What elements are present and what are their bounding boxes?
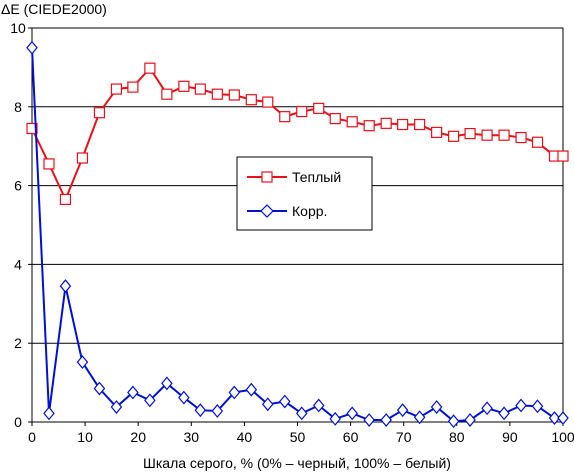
- data-point: [557, 411, 569, 425]
- data-point: [447, 414, 460, 429]
- data-point: [481, 129, 493, 141]
- x-tick-label: 50: [290, 429, 306, 445]
- data-point: [481, 401, 493, 416]
- data-point: [211, 88, 223, 100]
- data-point: [515, 398, 527, 413]
- series-0: [26, 62, 569, 205]
- data-point: [144, 393, 156, 408]
- data-point: [76, 152, 89, 164]
- data-point: [312, 398, 325, 413]
- data-point: [397, 118, 409, 131]
- data-point: [194, 83, 206, 95]
- y-axis: 0 2 4 6 8 10: [10, 20, 32, 430]
- data-point: [161, 88, 173, 100]
- data-point: [194, 403, 207, 418]
- y-tick-label: 0: [14, 414, 22, 430]
- x-tick-label: 20: [130, 429, 146, 445]
- y-tick-label: 8: [14, 99, 22, 115]
- legend-item-warm: Теплый: [247, 169, 341, 185]
- legend-marker-corrected: [260, 204, 274, 218]
- legend-marker-warm: [261, 171, 273, 183]
- x-axis-label: Шкала серого, % (0% – черный, 100% – бел…: [143, 455, 451, 471]
- data-point: [59, 279, 72, 294]
- data-point: [59, 193, 72, 205]
- x-tick-label: 0: [28, 429, 36, 445]
- series-1: [26, 40, 569, 429]
- x-tick-label: 100: [551, 429, 574, 445]
- data-point: [464, 413, 476, 427]
- legend: Теплый Корр.: [236, 156, 373, 231]
- data-point: [498, 406, 510, 421]
- data-point: [313, 102, 325, 114]
- data-point: [178, 80, 190, 92]
- data-point: [245, 382, 258, 397]
- x-tick-label: 60: [343, 429, 359, 445]
- x-tick-label: 80: [449, 429, 465, 445]
- data-point: [431, 126, 443, 139]
- data-point: [464, 127, 476, 140]
- data-point: [413, 410, 426, 425]
- y-tick-label: 10: [10, 20, 26, 36]
- x-tick-label: 30: [184, 429, 200, 445]
- x-tick-label: 70: [396, 429, 412, 445]
- legend-box: [236, 156, 373, 231]
- data-point: [396, 403, 409, 418]
- x-tick-label: 90: [502, 429, 518, 445]
- series-layer: [26, 40, 569, 429]
- data-point: [76, 355, 89, 370]
- data-point: [161, 376, 173, 391]
- data-point: [380, 413, 392, 427]
- data-point: [414, 118, 426, 131]
- y-tick-label: 6: [14, 178, 22, 194]
- data-point: [127, 385, 139, 400]
- data-point: [261, 397, 274, 412]
- data-point: [245, 94, 257, 106]
- data-point: [43, 158, 55, 170]
- data-point: [93, 381, 106, 396]
- data-point: [531, 399, 544, 414]
- data-point: [295, 406, 308, 421]
- data-point: [329, 113, 341, 125]
- x-tick-label: 40: [237, 429, 253, 445]
- data-point: [278, 394, 291, 409]
- legend-item-corrected: Корр.: [247, 203, 327, 219]
- data-point: [144, 62, 156, 74]
- data-point: [26, 40, 38, 55]
- data-point: [515, 131, 527, 144]
- data-point: [448, 130, 460, 142]
- x-axis: 0 10 20 30 40 50 60 70 80 90 100: [28, 422, 574, 445]
- data-point: [346, 406, 358, 421]
- data-point: [110, 83, 123, 95]
- data-point: [498, 129, 510, 141]
- data-point: [329, 411, 341, 426]
- y-tick-label: 2: [14, 335, 22, 351]
- data-point: [363, 413, 375, 427]
- data-point: [228, 385, 241, 400]
- y-axis-label: ΔE (CIEDE2000): [1, 1, 107, 17]
- data-point: [228, 89, 240, 101]
- data-point: [93, 107, 106, 119]
- data-point: [43, 406, 55, 421]
- x-tick-label: 10: [77, 429, 93, 445]
- data-point: [279, 111, 291, 123]
- data-point: [430, 400, 443, 414]
- data-point: [110, 400, 123, 414]
- data-point: [211, 404, 224, 418]
- data-point: [380, 117, 392, 129]
- y-tick-label: 4: [14, 256, 22, 272]
- data-point: [346, 116, 358, 128]
- data-point: [531, 136, 544, 148]
- legend-label-corrected: Корр.: [292, 203, 327, 219]
- legend-label-warm: Теплый: [292, 169, 341, 185]
- data-point: [363, 120, 375, 132]
- data-point: [548, 411, 561, 425]
- data-point: [262, 96, 274, 108]
- data-point: [296, 105, 308, 118]
- data-point: [557, 150, 569, 162]
- data-point: [26, 122, 38, 135]
- data-point: [178, 390, 190, 405]
- data-point: [127, 81, 139, 93]
